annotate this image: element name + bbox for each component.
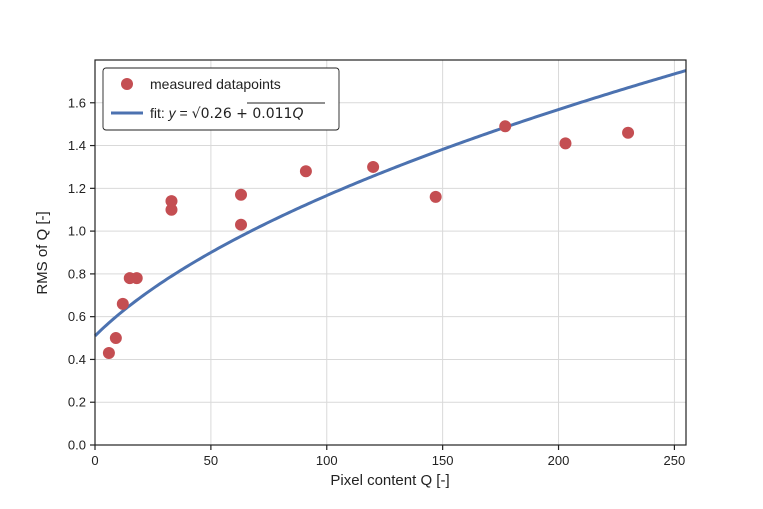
legend: measured datapoints fit: y = √0.26 + 0.0…: [102, 67, 340, 131]
y-tick-label: 0.8: [68, 266, 86, 281]
legend-fit-q: Q: [292, 106, 303, 122]
x-tick-label: 250: [664, 453, 686, 468]
data-point: [235, 188, 248, 201]
legend-box: [102, 67, 340, 131]
data-point: [499, 120, 512, 133]
y-tick-label: 0.0: [68, 438, 86, 453]
x-tick-label: 150: [432, 453, 454, 468]
x-tick-label: 0: [91, 453, 98, 468]
legend-fit-eq: =: [176, 105, 192, 121]
data-point: [116, 297, 129, 310]
data-point: [235, 218, 248, 231]
x-axis-label: Pixel content Q [-]: [330, 472, 449, 489]
data-point: [367, 160, 380, 173]
x-tick-label: 200: [548, 453, 570, 468]
y-tick-label: 1.4: [68, 138, 86, 153]
legend-label-points: measured datapoints: [150, 76, 281, 92]
legend-fit-sqrt: √: [192, 106, 201, 122]
legend-label-fit: fit: y = √0.26 + 0.011Q: [150, 105, 303, 122]
y-tick-label: 1.6: [68, 95, 86, 110]
data-point: [130, 272, 143, 285]
legend-marker-points: [121, 78, 133, 90]
y-tick-label: 0.2: [68, 395, 86, 410]
data-point: [102, 347, 115, 360]
data-points: [102, 120, 635, 360]
fit-curve-group: [93, 69, 687, 338]
fit-curve: [93, 69, 687, 338]
data-point: [559, 137, 572, 150]
data-point: [299, 165, 312, 178]
grid: [95, 60, 686, 445]
y-tick-label: 1.0: [68, 224, 86, 239]
legend-fit-var: y: [168, 105, 177, 121]
data-point: [429, 190, 442, 203]
plot-frame: [94, 59, 687, 446]
x-tick-label: 50: [204, 453, 218, 468]
data-point: [622, 126, 635, 139]
legend-fit-prefix: fit:: [150, 105, 169, 121]
y-axis-label: RMS of Q [-]: [34, 211, 51, 294]
data-point: [165, 203, 178, 216]
data-point: [109, 332, 122, 345]
y-tick-label: 1.2: [68, 181, 86, 196]
legend-fit-expr: 0.26 + 0.011: [201, 106, 293, 122]
data-point: [165, 195, 178, 208]
axis-ticks: 0 50 100 150 200 250 0.0 0.2 0.4 0.6 0.8 1.0 1.2 1.4 1…: [68, 95, 685, 468]
y-tick-label: 0.4: [68, 352, 86, 367]
x-tick-label: 100: [316, 453, 338, 468]
y-tick-label: 0.6: [68, 309, 86, 324]
